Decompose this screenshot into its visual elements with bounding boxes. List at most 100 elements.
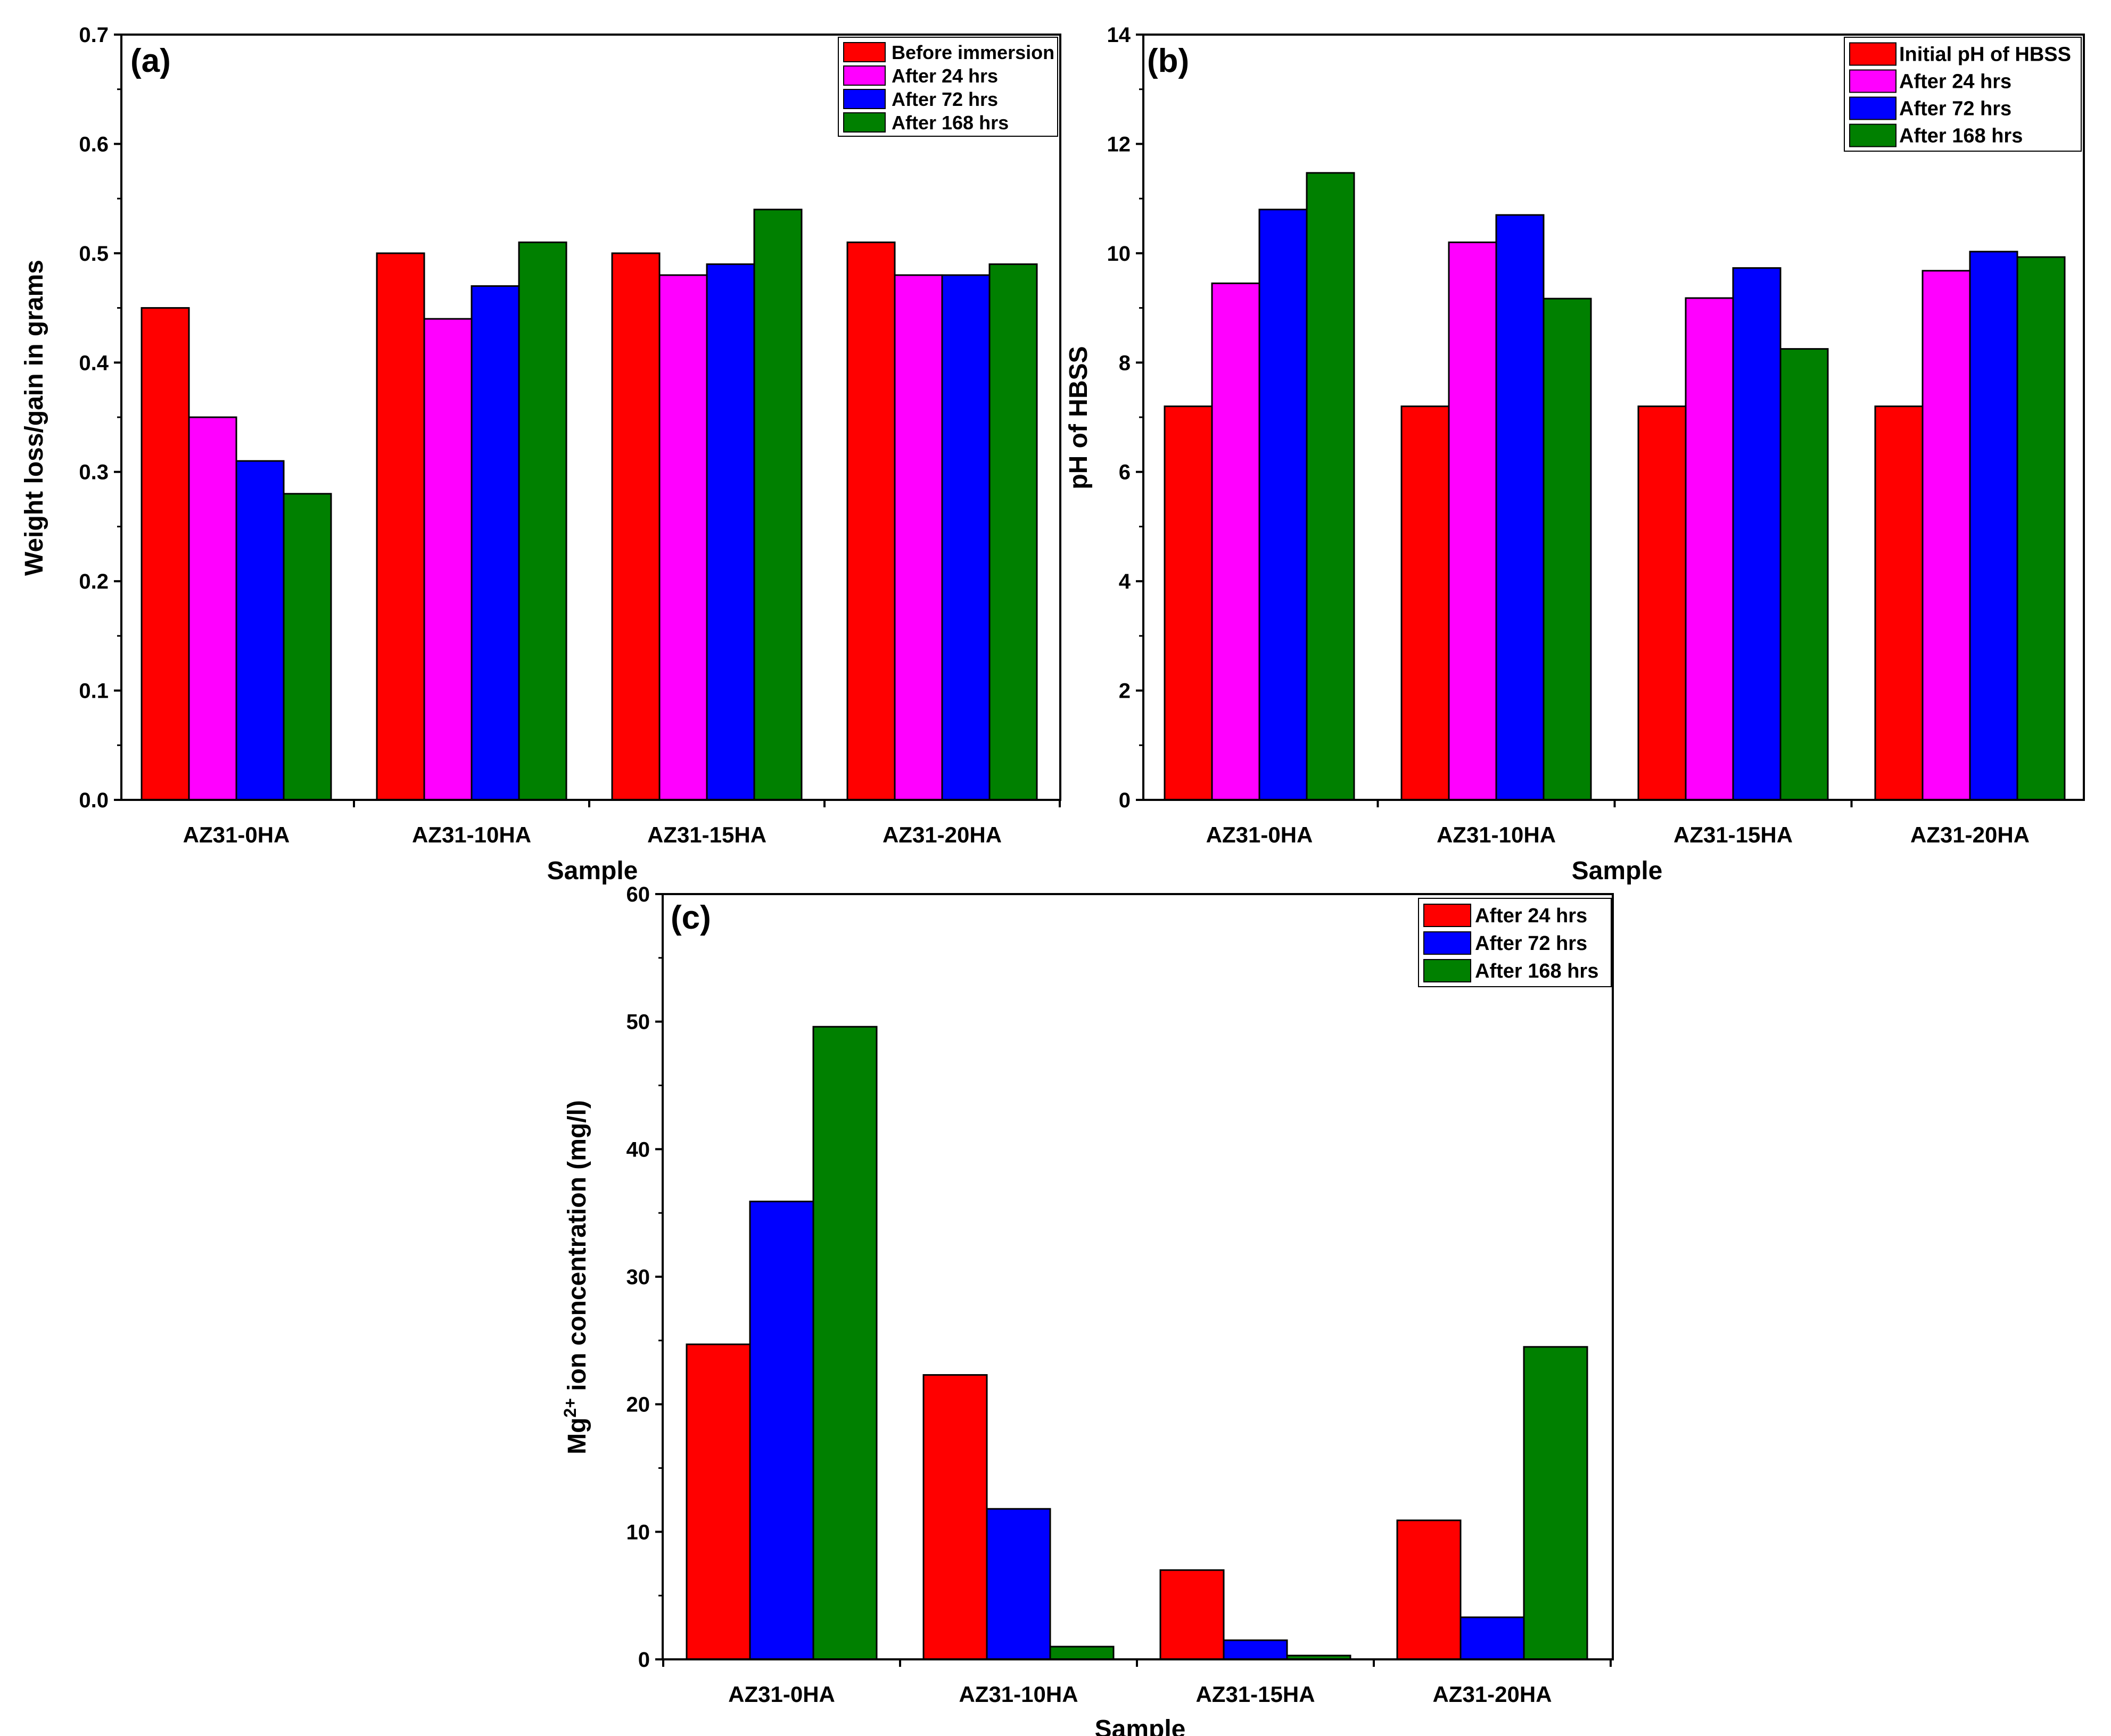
y-tick-label-c-3: 30 bbox=[626, 1266, 650, 1289]
bar-a-az31-15ha-s1 bbox=[658, 274, 708, 801]
legend-label-c-2: After 168 hrs bbox=[1475, 960, 1598, 982]
bar-b-az31-15ha-s0 bbox=[1637, 405, 1687, 801]
y-tick-label-c-2: 20 bbox=[626, 1393, 650, 1417]
x-tick-label-c-0: AZ31-0HA bbox=[728, 1682, 835, 1707]
y-axis-title-a: Weight loss/gain in grams bbox=[20, 260, 48, 576]
y-axis-title-c: Mg2+ ion concentration (mg/l) bbox=[560, 1100, 591, 1454]
legend-swatch-a-0 bbox=[843, 42, 886, 62]
bar-b-az31-10ha-s1 bbox=[1448, 241, 1497, 801]
bar-b-az31-20ha-s3 bbox=[2016, 256, 2066, 801]
bar-a-az31-20ha-s0 bbox=[846, 241, 896, 801]
bar-c-az31-20ha-s1 bbox=[1459, 1616, 1525, 1660]
legend-swatch-b-1 bbox=[1849, 69, 1896, 93]
bar-b-az31-0ha-s0 bbox=[1164, 405, 1213, 801]
legend-swatch-b-2 bbox=[1849, 96, 1896, 120]
panel-label-b: (b) bbox=[1147, 43, 1189, 79]
legend-swatch-b-3 bbox=[1849, 123, 1896, 147]
y-axis-title-c-sup: 2+ bbox=[560, 1398, 580, 1417]
bar-a-az31-15ha-s3 bbox=[753, 209, 803, 801]
legend-label-b-1: After 24 hrs bbox=[1899, 71, 2011, 93]
y-axis-title-c-rest: ion concentration (mg/l) bbox=[563, 1100, 591, 1398]
legend-label-b-2: After 72 hrs bbox=[1899, 98, 2011, 120]
y-tick-label-c-5: 50 bbox=[626, 1011, 650, 1034]
bar-c-az31-15ha-s0 bbox=[1159, 1569, 1225, 1660]
bar-b-az31-0ha-s1 bbox=[1211, 282, 1260, 801]
x-tick-label-c-3: AZ31-20HA bbox=[1432, 1682, 1552, 1707]
bar-a-az31-10ha-s3 bbox=[518, 241, 567, 801]
bar-a-az31-20ha-s2 bbox=[941, 274, 991, 801]
legend-label-a-0: Before immersion bbox=[892, 42, 1054, 63]
x-tick-label-a-0: AZ31-0HA bbox=[183, 822, 290, 847]
x-axis-title-b: Sample bbox=[1572, 857, 1663, 885]
bar-b-az31-20ha-s1 bbox=[1922, 270, 1971, 801]
x-tick-label-c-2: AZ31-15HA bbox=[1195, 1682, 1315, 1707]
y-tick-label-c-4: 40 bbox=[626, 1138, 650, 1161]
x-tick-label-c-1: AZ31-10HA bbox=[959, 1682, 1078, 1707]
x-tick-label-b-3: AZ31-20HA bbox=[1910, 822, 2030, 847]
y-tick-label-b-5: 10 bbox=[1107, 242, 1131, 266]
y-tick-label-a-3: 0.3 bbox=[79, 461, 109, 484]
legend-swatch-c-2 bbox=[1423, 959, 1471, 982]
bar-c-az31-20ha-s0 bbox=[1396, 1519, 1462, 1660]
panel-label-a: (a) bbox=[130, 43, 171, 79]
y-tick-label-b-0: 0 bbox=[1119, 789, 1131, 812]
y-tick-label-b-2: 4 bbox=[1119, 570, 1131, 593]
x-axis-title-a: Sample bbox=[547, 857, 638, 885]
legend-swatch-a-1 bbox=[843, 65, 886, 86]
bar-a-az31-10ha-s2 bbox=[471, 285, 520, 801]
bar-a-az31-15ha-s0 bbox=[611, 252, 661, 801]
x-tick-label-b-1: AZ31-10HA bbox=[1437, 822, 1556, 847]
x-axis-title-c: Sample bbox=[1095, 1715, 1186, 1736]
y-axis-title-b: pH of HBSS bbox=[1065, 346, 1093, 489]
bar-b-az31-15ha-s1 bbox=[1685, 297, 1734, 801]
panel-label-c: (c) bbox=[671, 899, 711, 936]
y-tick-label-b-3: 6 bbox=[1119, 461, 1131, 484]
x-tick-label-a-2: AZ31-15HA bbox=[647, 822, 766, 847]
bar-c-az31-15ha-s1 bbox=[1223, 1639, 1288, 1660]
bar-c-az31-10ha-s2 bbox=[1049, 1646, 1115, 1660]
y-tick-label-a-4: 0.4 bbox=[79, 351, 109, 375]
legend-label-a-1: After 24 hrs bbox=[892, 65, 998, 87]
y-tick-label-b-1: 2 bbox=[1119, 680, 1131, 703]
y-tick-label-b-7: 14 bbox=[1107, 23, 1131, 47]
legend-label-c-1: After 72 hrs bbox=[1475, 932, 1587, 955]
legend-label-b-3: After 168 hrs bbox=[1899, 125, 2023, 147]
bar-c-az31-0ha-s0 bbox=[686, 1343, 751, 1660]
y-tick-label-c-0: 0 bbox=[638, 1648, 650, 1672]
bar-a-az31-0ha-s0 bbox=[141, 307, 190, 801]
bar-b-az31-10ha-s2 bbox=[1495, 214, 1545, 801]
chart-panel-a: (a) Sample Weight loss/gain in grams 0.0… bbox=[20, 23, 1061, 885]
y-tick-label-a-1: 0.1 bbox=[79, 680, 109, 703]
bar-b-az31-0ha-s2 bbox=[1258, 209, 1308, 801]
legend-swatch-a-3 bbox=[843, 112, 886, 133]
legend-swatch-c-0 bbox=[1423, 904, 1471, 927]
x-tick-label-b-0: AZ31-0HA bbox=[1206, 822, 1313, 847]
chart-panel-b: (b) Sample pH of HBSS 0 2 4 6 8 10 12 14 AZ31-0H… bbox=[1065, 23, 2085, 885]
y-tick-label-a-5: 0.5 bbox=[79, 242, 109, 266]
x-tick-label-a-3: AZ31-20HA bbox=[883, 822, 1002, 847]
legend-label-c-0: After 24 hrs bbox=[1475, 905, 1587, 927]
chart-panel-c: (c) Sample Mg2+ ion concentration (mg/l)… bbox=[560, 883, 1614, 1736]
bar-a-az31-0ha-s3 bbox=[283, 493, 332, 801]
bar-b-az31-10ha-s3 bbox=[1543, 297, 1592, 801]
legend-swatch-a-2 bbox=[843, 89, 886, 109]
bar-c-az31-0ha-s1 bbox=[749, 1201, 814, 1660]
legend-swatch-b-0 bbox=[1849, 42, 1896, 66]
bar-c-az31-10ha-s0 bbox=[922, 1374, 988, 1660]
x-tick-label-b-2: AZ31-15HA bbox=[1673, 822, 1793, 847]
y-tick-label-a-6: 0.6 bbox=[79, 133, 109, 156]
y-tick-label-b-4: 8 bbox=[1119, 351, 1131, 375]
bar-c-az31-10ha-s1 bbox=[986, 1508, 1051, 1660]
bar-b-az31-15ha-s3 bbox=[1779, 348, 1829, 801]
bar-a-az31-20ha-s3 bbox=[988, 263, 1038, 801]
legend-label-b-0: Initial pH of HBSS bbox=[1899, 44, 2071, 66]
bar-a-az31-0ha-s1 bbox=[188, 416, 237, 801]
bar-a-az31-15ha-s2 bbox=[706, 263, 755, 801]
bar-c-az31-20ha-s2 bbox=[1523, 1346, 1588, 1660]
y-axis-title-c-main: Mg bbox=[563, 1418, 591, 1454]
bar-b-az31-15ha-s2 bbox=[1732, 267, 1782, 801]
bar-a-az31-0ha-s2 bbox=[235, 460, 285, 801]
bar-a-az31-10ha-s1 bbox=[423, 318, 473, 801]
y-tick-label-a-0: 0.0 bbox=[79, 789, 109, 812]
